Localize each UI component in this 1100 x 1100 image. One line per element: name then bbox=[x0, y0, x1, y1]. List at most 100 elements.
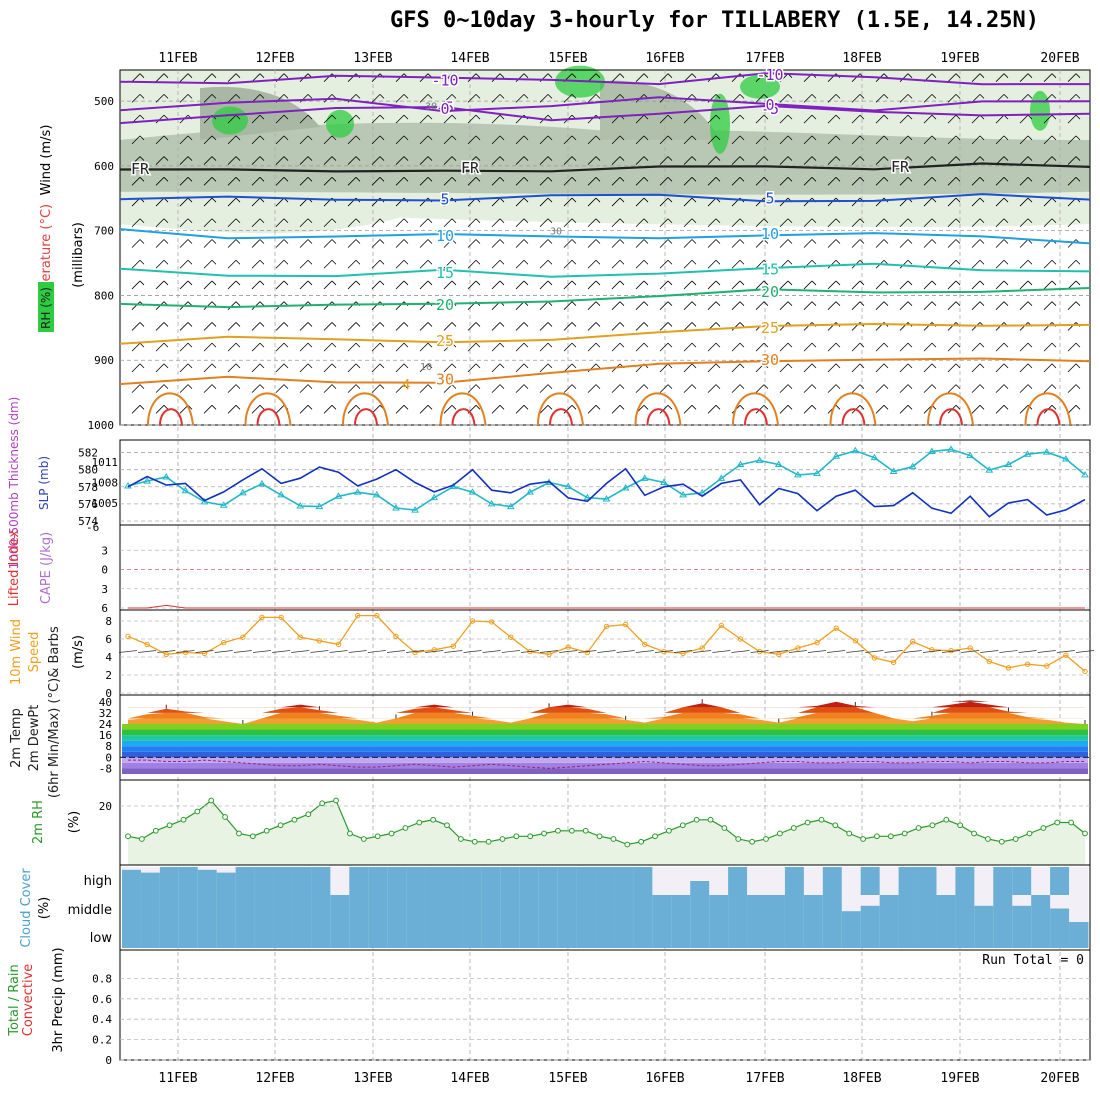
wind-barb bbox=[619, 342, 625, 348]
wind-barb bbox=[731, 135, 741, 145]
wind-barb bbox=[931, 259, 937, 265]
wind-barb bbox=[251, 177, 261, 186]
wind-barb bbox=[211, 259, 217, 265]
wind-barb bbox=[755, 301, 765, 310]
wind-barb bbox=[283, 73, 289, 78]
wind-barb bbox=[707, 197, 717, 207]
wind-barb bbox=[1027, 218, 1033, 224]
wind-barb bbox=[875, 280, 885, 290]
slp-point bbox=[602, 495, 611, 502]
wind-barb bbox=[947, 239, 957, 248]
cloud-cell bbox=[178, 922, 199, 948]
wind-barb bbox=[251, 405, 261, 414]
wind-barb bbox=[979, 342, 985, 348]
wind-barb bbox=[923, 384, 933, 393]
wind-barb bbox=[1037, 650, 1056, 653]
wind-barb bbox=[491, 73, 501, 82]
wind-barb bbox=[739, 280, 745, 286]
wind-barb bbox=[931, 135, 937, 141]
wind-barb bbox=[1027, 197, 1033, 203]
wind-barb bbox=[563, 197, 573, 207]
wind-barb bbox=[371, 156, 381, 165]
cloud-cell-bg bbox=[747, 867, 767, 895]
wind-barb bbox=[619, 322, 625, 327]
wind-barb bbox=[211, 280, 217, 286]
wind-barb bbox=[707, 259, 717, 269]
wind-barb bbox=[571, 322, 577, 327]
wind-barb bbox=[475, 218, 481, 224]
rh-legend-swatch bbox=[38, 282, 54, 332]
wind-barb bbox=[619, 259, 625, 265]
wind-barb bbox=[635, 322, 645, 331]
wind-barb bbox=[371, 94, 381, 103]
wind-barb bbox=[587, 73, 597, 82]
wind-barb bbox=[683, 363, 693, 373]
wind-point bbox=[1063, 652, 1069, 658]
wind-point bbox=[948, 648, 954, 654]
wind-point bbox=[642, 641, 648, 648]
wind-barb bbox=[491, 135, 501, 145]
wind-barb bbox=[571, 197, 577, 203]
date-label-bottom: 19FEB bbox=[940, 1071, 979, 1086]
wind-barb bbox=[491, 218, 501, 228]
cloud-cell bbox=[860, 922, 881, 948]
wind-barb bbox=[1043, 280, 1053, 290]
wind-barb bbox=[443, 259, 453, 269]
wind-barb bbox=[139, 280, 145, 286]
cloud-cell bbox=[1012, 922, 1032, 948]
lifted-tick: 6 bbox=[101, 602, 108, 615]
wind-barb bbox=[883, 363, 889, 369]
wind-barb bbox=[835, 280, 841, 286]
wind-barb bbox=[979, 94, 985, 99]
rh-shade-grey bbox=[120, 122, 1090, 195]
wind-barb bbox=[1075, 156, 1081, 161]
wind-barb bbox=[1003, 218, 1009, 224]
chart-title: GFS 0~10day 3-hourly for TILLABERY (1.5E… bbox=[390, 8, 1040, 33]
wind-barb bbox=[131, 177, 141, 186]
wind-barb bbox=[923, 94, 933, 103]
wind-barb bbox=[1043, 156, 1053, 165]
cloud-cell bbox=[387, 922, 407, 948]
wind-barb bbox=[379, 280, 385, 286]
wind-barb bbox=[691, 73, 697, 78]
wind-barb bbox=[659, 239, 669, 248]
wind-barb bbox=[515, 384, 525, 393]
wind-barb bbox=[235, 177, 241, 182]
wind-barb bbox=[299, 239, 309, 248]
cloud-cell bbox=[936, 922, 956, 948]
wind-barb bbox=[395, 301, 405, 310]
wind-barb bbox=[955, 384, 961, 389]
wind-point bbox=[890, 659, 897, 666]
wind-barb bbox=[961, 650, 980, 653]
wind-barb bbox=[715, 218, 721, 224]
wind-barb bbox=[499, 384, 505, 389]
wind-barb bbox=[779, 73, 789, 82]
wind-barb bbox=[995, 280, 1005, 290]
wind-barb bbox=[515, 239, 525, 248]
wind-point bbox=[986, 658, 992, 665]
wind-barb bbox=[811, 94, 817, 99]
cloud-cell bbox=[898, 922, 919, 948]
wind-barb bbox=[931, 73, 937, 78]
cloud-cell bbox=[159, 867, 180, 895]
wind-barb bbox=[835, 135, 841, 141]
cloud-cell bbox=[387, 895, 407, 922]
rh-line bbox=[127, 799, 1086, 846]
wind-barb bbox=[1075, 384, 1081, 389]
contour-label: 30 bbox=[761, 351, 779, 369]
wind-barb bbox=[659, 322, 669, 331]
wind-barb bbox=[595, 259, 601, 265]
wind-barb bbox=[955, 177, 961, 182]
wind-barb bbox=[923, 280, 933, 290]
contour-label: 25 bbox=[436, 332, 454, 350]
wind-barb bbox=[707, 384, 717, 393]
cloud-cell bbox=[936, 895, 956, 922]
wind-barb bbox=[323, 114, 333, 124]
lifted-tick: 3 bbox=[101, 544, 108, 557]
wind-barb bbox=[1067, 135, 1077, 145]
rh-point bbox=[249, 833, 256, 840]
wind-barb bbox=[611, 135, 621, 145]
wind-barb bbox=[611, 177, 621, 186]
wind-barb bbox=[307, 342, 313, 348]
wind-barb bbox=[187, 177, 193, 182]
